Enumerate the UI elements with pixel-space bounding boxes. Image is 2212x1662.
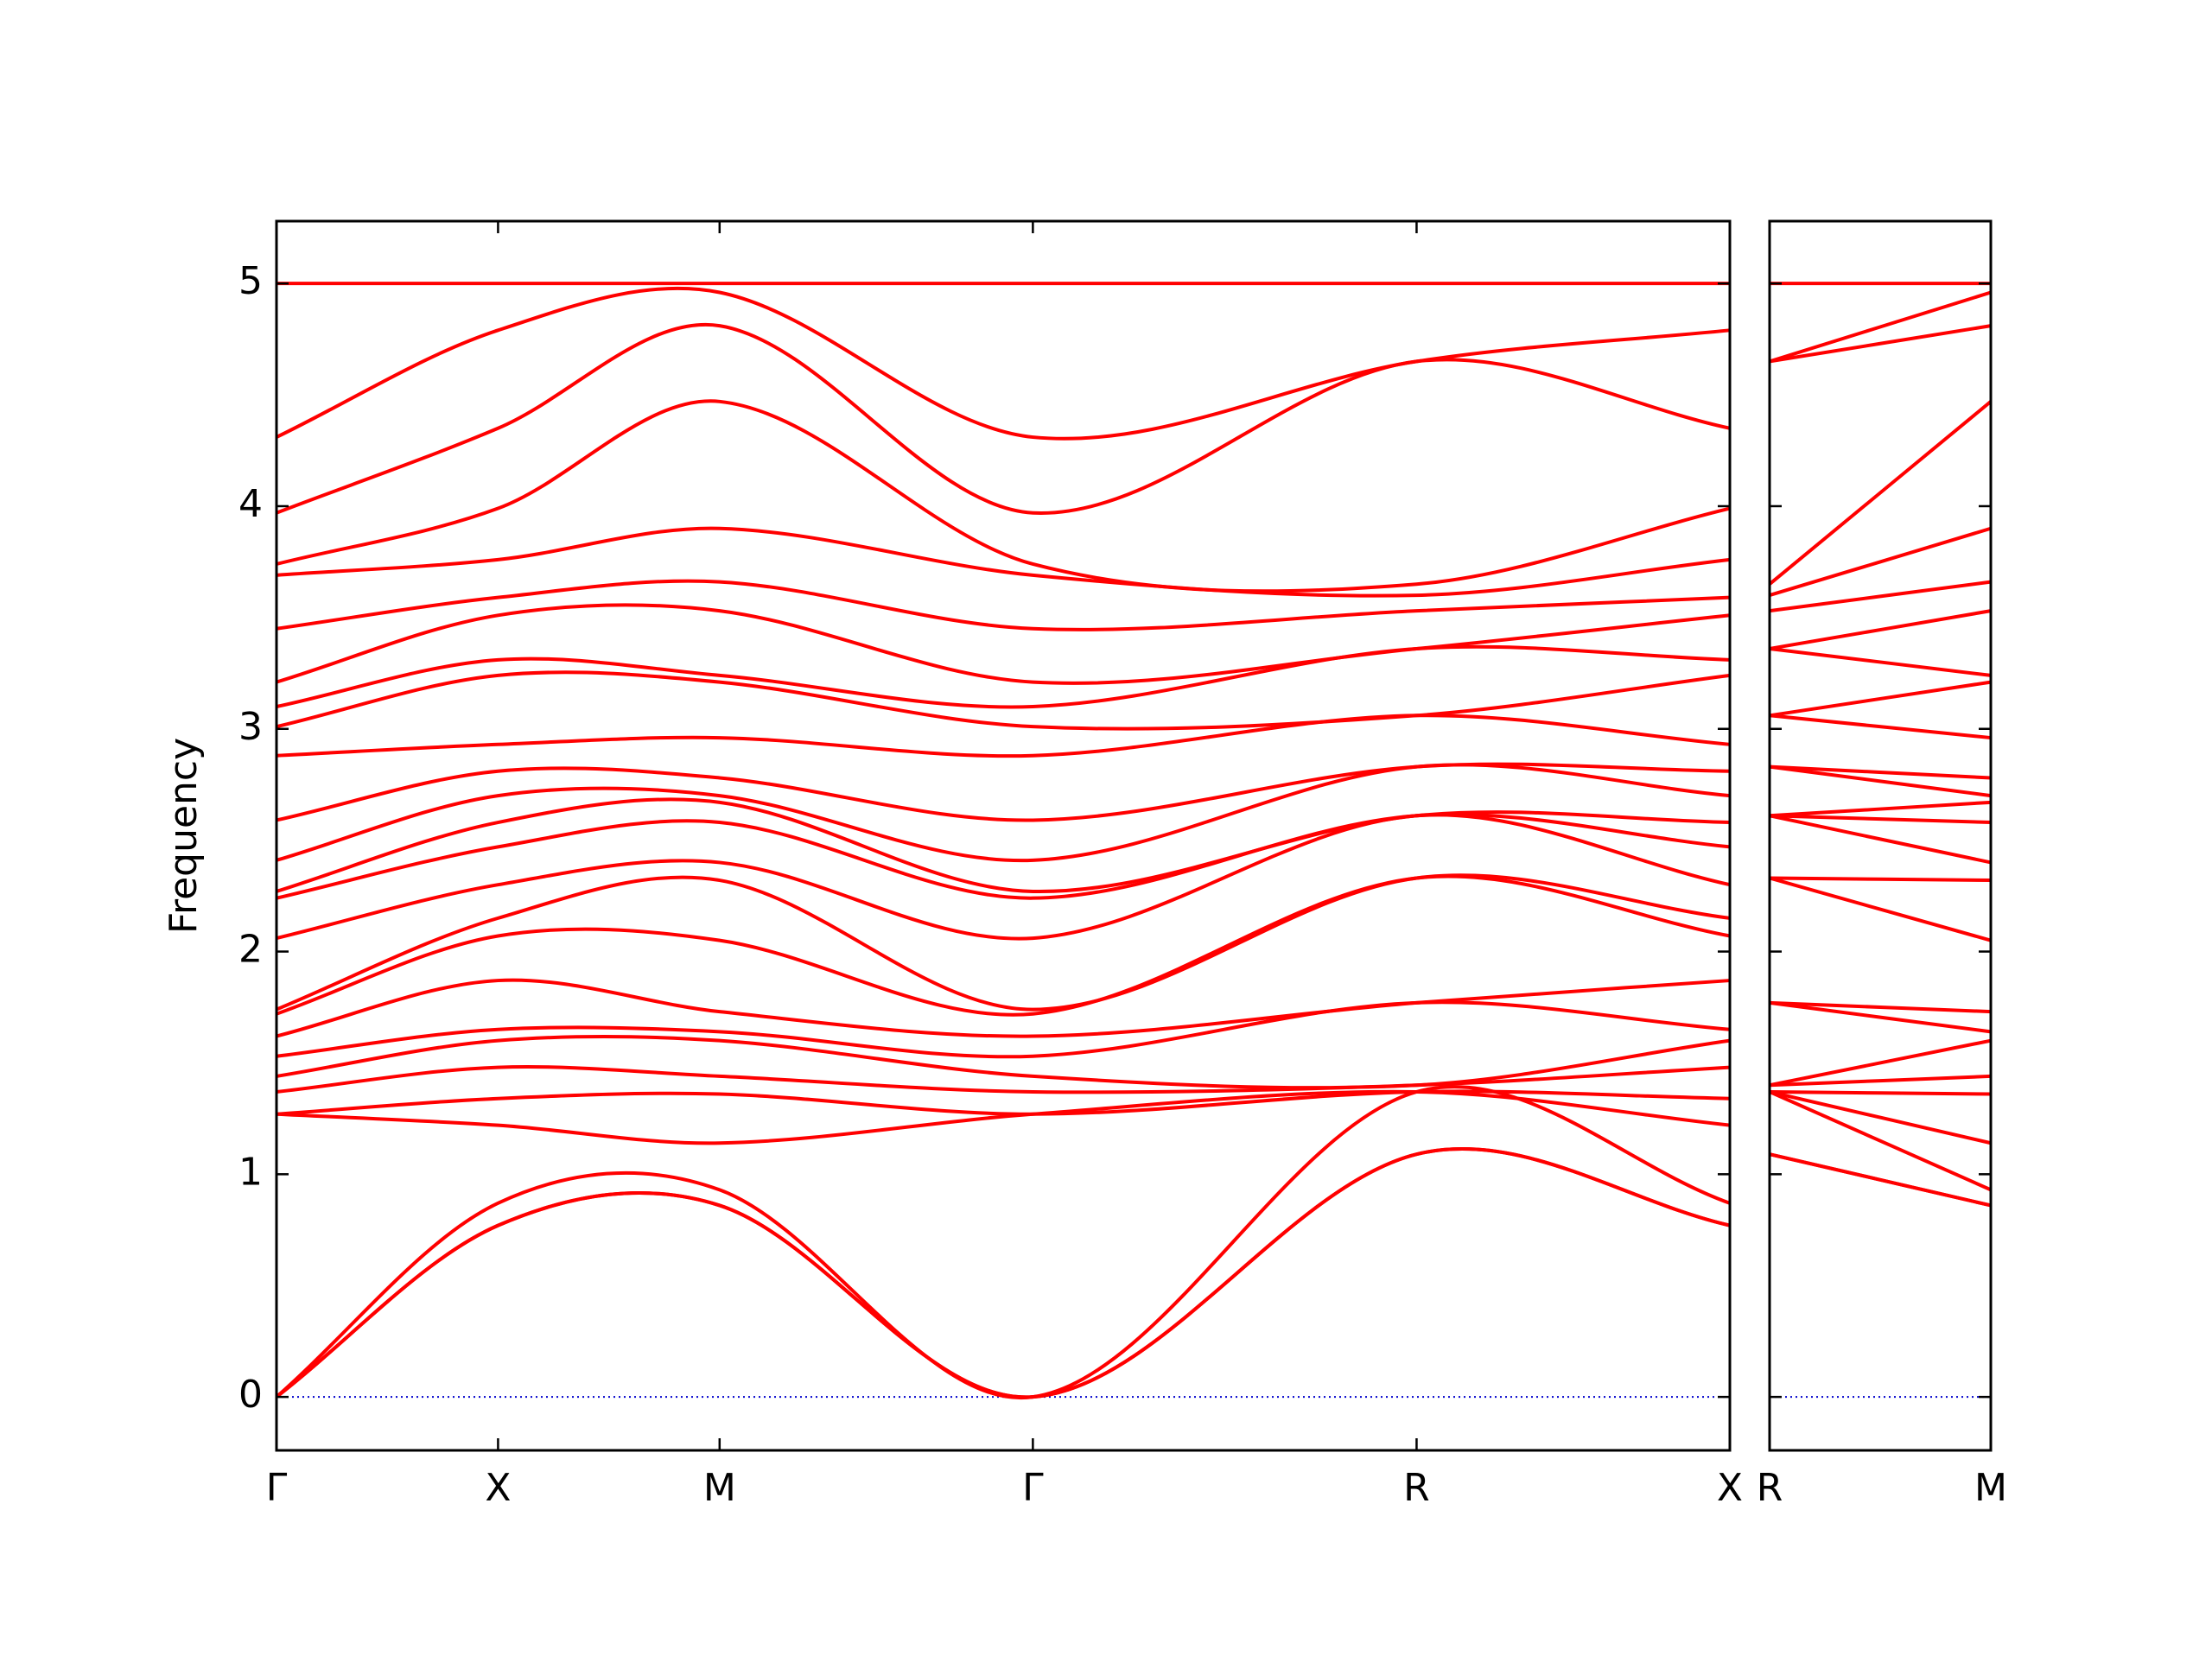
band [275, 1085, 1731, 1400]
x-tick-label: R [1403, 1466, 1430, 1510]
y-tick-label: 3 [238, 705, 263, 749]
band [276, 978, 1731, 1038]
band [1769, 876, 1992, 942]
x-tick-label: Γ [1022, 1466, 1044, 1510]
band [1769, 290, 1992, 364]
band [1769, 1000, 1992, 1034]
y-tick-label: 4 [238, 482, 263, 526]
axes-frame [275, 219, 1732, 1452]
band [276, 1089, 1731, 1116]
band [1769, 580, 1992, 613]
axes-frame [1768, 219, 1993, 1452]
band [276, 1089, 1731, 1145]
band [276, 1065, 1731, 1094]
band [1769, 646, 1992, 677]
band [1769, 1090, 1992, 1145]
band [1768, 400, 1993, 586]
band [276, 670, 1731, 731]
band [276, 1000, 1731, 1059]
band [1769, 764, 1992, 798]
band [276, 526, 1731, 598]
x-tick-label: M [1974, 1466, 2007, 1510]
x-tick-label: Γ [266, 1466, 288, 1510]
band [1769, 1000, 1992, 1014]
band [1769, 876, 1992, 883]
y-tick-label: 5 [238, 259, 263, 303]
band [1769, 764, 1992, 780]
x-tick-label: R [1757, 1466, 1783, 1510]
band [1769, 1090, 1992, 1192]
band [275, 1146, 1731, 1399]
band [276, 714, 1731, 758]
y-tick-label: 0 [238, 1373, 263, 1417]
band [275, 1146, 1731, 1399]
band [1769, 1074, 1992, 1088]
band [1769, 814, 1992, 865]
y-tick-label: 2 [238, 928, 263, 972]
band [276, 873, 1731, 1012]
y-axis-label: Frequency [162, 738, 206, 934]
band [276, 1034, 1731, 1090]
band [1769, 1038, 1992, 1088]
x-tick-label: M [703, 1466, 736, 1510]
band [276, 286, 1731, 441]
band [1769, 680, 1992, 718]
band [1769, 324, 1992, 364]
x-tick-label: X [485, 1466, 511, 1510]
x-tick-label: X [1717, 1466, 1743, 1510]
band [276, 579, 1731, 631]
band [276, 797, 1731, 893]
y-tick-label: 1 [238, 1150, 263, 1194]
band [1769, 526, 1992, 598]
band [1769, 1152, 1992, 1208]
band [1769, 1089, 1992, 1096]
band [276, 812, 1731, 900]
band [1769, 609, 1992, 650]
band [1769, 800, 1992, 818]
band [1769, 814, 1992, 825]
band [1769, 714, 1992, 740]
band [276, 399, 1731, 593]
band [276, 603, 1731, 685]
band [276, 762, 1731, 822]
band [276, 322, 1731, 515]
band [276, 644, 1731, 709]
